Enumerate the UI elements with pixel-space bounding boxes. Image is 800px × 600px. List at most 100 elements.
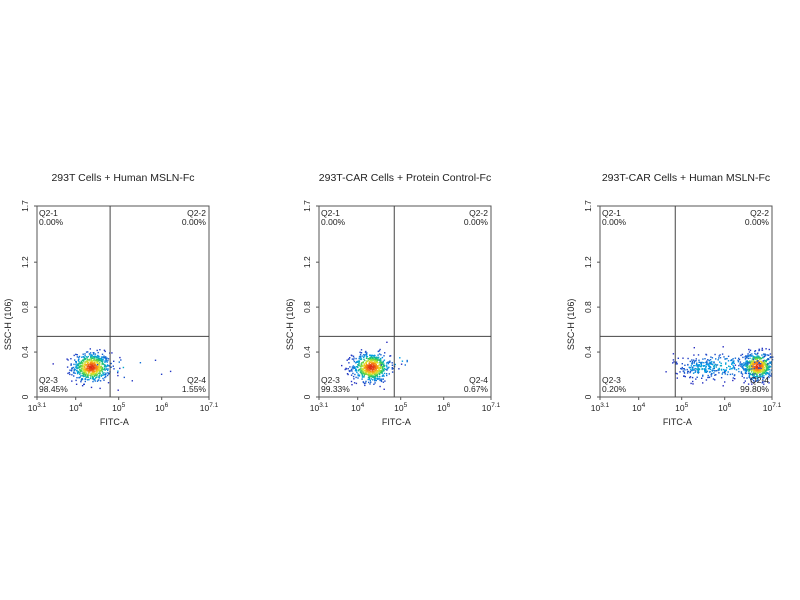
data-point: [359, 355, 361, 357]
data-point: [76, 367, 78, 369]
panel-2: 293T-CAR Cells + Protein Control-FcQ2-10…: [285, 172, 501, 427]
data-point: [358, 361, 361, 363]
data-point: [355, 366, 358, 368]
data-point: [713, 362, 715, 364]
data-point: [87, 361, 89, 363]
data-point: [368, 378, 371, 380]
data-point: [104, 375, 107, 377]
data-point: [746, 369, 748, 371]
data-point: [373, 354, 376, 357]
data-point: [357, 366, 359, 369]
data-point: [750, 378, 752, 381]
data-point: [93, 370, 96, 372]
data-point: [733, 367, 736, 369]
data-point: [89, 352, 92, 354]
data-point: [725, 362, 727, 364]
data-point: [718, 357, 720, 359]
data-point: [371, 373, 374, 375]
data-point: [103, 372, 105, 374]
data-point: [81, 363, 84, 365]
data-point: [749, 366, 751, 369]
data-point: [702, 382, 704, 384]
data-point: [81, 370, 83, 373]
data-point: [97, 372, 99, 375]
data-point: [89, 359, 91, 362]
data-point: [768, 366, 770, 368]
data-point: [92, 380, 94, 383]
data-point: [102, 360, 104, 363]
data-point: [106, 364, 109, 366]
data-point: [675, 363, 677, 365]
data-point: [757, 352, 759, 354]
data-point: [731, 359, 733, 361]
data-point: [368, 375, 370, 377]
data-point: [389, 355, 391, 357]
data-point: [82, 374, 85, 376]
data-point: [358, 370, 360, 372]
data-point: [376, 360, 378, 362]
data-point: [738, 357, 740, 360]
data-point: [119, 367, 121, 370]
x-tick-label: 107.1: [482, 402, 501, 413]
data-point: [99, 373, 101, 375]
data-point: [712, 367, 714, 370]
data-point: [351, 384, 353, 386]
data-point: [371, 361, 374, 363]
data-point: [727, 360, 730, 362]
data-point: [351, 358, 354, 360]
data-point: [768, 376, 770, 379]
data-point: [71, 380, 73, 382]
data-point: [371, 359, 373, 361]
data-point: [84, 353, 86, 355]
data-point: [97, 362, 100, 364]
data-point: [720, 368, 723, 371]
data-point: [93, 362, 95, 364]
data-point: [378, 378, 380, 380]
data-point: [710, 366, 712, 369]
data-point: [373, 358, 375, 361]
data-point: [722, 346, 724, 348]
data-point: [760, 367, 762, 369]
data-point: [732, 360, 734, 363]
data-point: [749, 364, 752, 366]
data-point: [767, 375, 770, 378]
data-point: [695, 358, 697, 360]
data-point: [98, 366, 101, 368]
data-point: [709, 367, 711, 369]
data-point: [688, 366, 690, 369]
data-point: [378, 372, 381, 375]
x-tick-label: 105: [394, 402, 407, 413]
data-point: [371, 366, 374, 368]
data-point: [746, 365, 749, 367]
data-point: [758, 361, 760, 363]
x-tick-base: 10: [718, 403, 728, 413]
data-point: [84, 365, 86, 368]
data-point: [87, 370, 89, 372]
data-point: [349, 357, 351, 359]
data-point: [82, 375, 85, 378]
data-point: [741, 353, 744, 356]
data-point: [768, 368, 770, 370]
data-point: [711, 361, 713, 363]
scatter-points: [341, 341, 408, 390]
data-point: [387, 367, 389, 370]
data-point: [100, 369, 103, 371]
data-point: [709, 371, 711, 373]
data-point: [79, 370, 82, 372]
data-point: [755, 357, 757, 359]
data-point: [707, 364, 710, 366]
data-point: [101, 369, 103, 372]
data-point: [102, 359, 104, 361]
data-point: [765, 370, 767, 372]
data-point: [744, 363, 746, 365]
data-point: [98, 369, 100, 371]
data-point: [84, 368, 86, 371]
data-point: [747, 383, 750, 385]
quadrant-name: Q2-1: [321, 208, 340, 218]
data-point: [84, 358, 86, 360]
data-point: [741, 375, 743, 377]
data-point: [378, 350, 381, 352]
data-point: [380, 359, 382, 361]
data-point: [82, 369, 85, 371]
data-point: [345, 367, 347, 370]
